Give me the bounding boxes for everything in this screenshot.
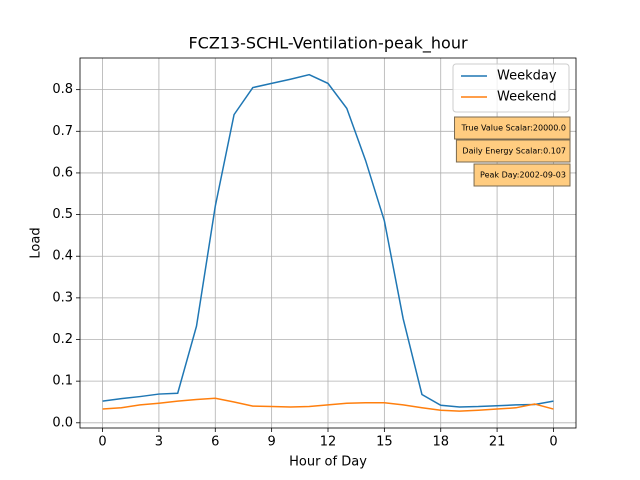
annotation-box (454, 116, 571, 140)
annotation: Daily Energy Scalar:0.107 (455, 139, 571, 163)
x-tick-label: 18 (432, 435, 449, 450)
y-tick-label: 0.4 (52, 249, 73, 264)
data-line (102, 397, 554, 412)
x-tick-label: 6 (211, 435, 219, 450)
x-axis-label: Hour of Day (289, 455, 367, 470)
y-tick-label: 0.0 (52, 415, 73, 430)
legend-label: Weekday (497, 69, 557, 84)
x-tick-label: 12 (320, 435, 337, 450)
chart-title: FCZ13-SCHL-Ventilation-peak_hour (188, 34, 468, 54)
y-tick-label: 0.5 (52, 207, 73, 222)
y-tick-label: 0.6 (52, 165, 73, 180)
annotation-text: True Value Scalar:20000.0 (461, 124, 566, 133)
y-tick-label: 0.2 (52, 332, 73, 347)
y-tick-label: 0.7 (52, 124, 73, 139)
y-axis-label: Load (29, 227, 44, 258)
legend-label: Weekend (497, 90, 557, 105)
y-tick-label: 0.3 (52, 290, 73, 305)
annotation-text: Peak Day:2002-09-03 (480, 171, 566, 180)
x-tick-label: 0 (549, 435, 557, 450)
x-tick-label: 3 (155, 435, 163, 450)
data-line (102, 73, 554, 408)
annotation: True Value Scalar:20000.0 (454, 116, 571, 140)
annotation: Peak Day:2002-09-03 (473, 163, 571, 187)
plot-frame (79, 57, 577, 429)
annotation-box (473, 163, 571, 187)
x-tick-label: 21 (489, 435, 506, 450)
annotation-box (455, 139, 571, 163)
x-tick-label: 0 (98, 435, 106, 450)
x-tick-label: 9 (267, 435, 275, 450)
y-tick-label: 0.8 (52, 82, 73, 97)
x-tick-label: 15 (376, 435, 393, 450)
annotation-text: Daily Energy Scalar:0.107 (462, 147, 566, 156)
y-tick-label: 0.1 (52, 374, 73, 389)
